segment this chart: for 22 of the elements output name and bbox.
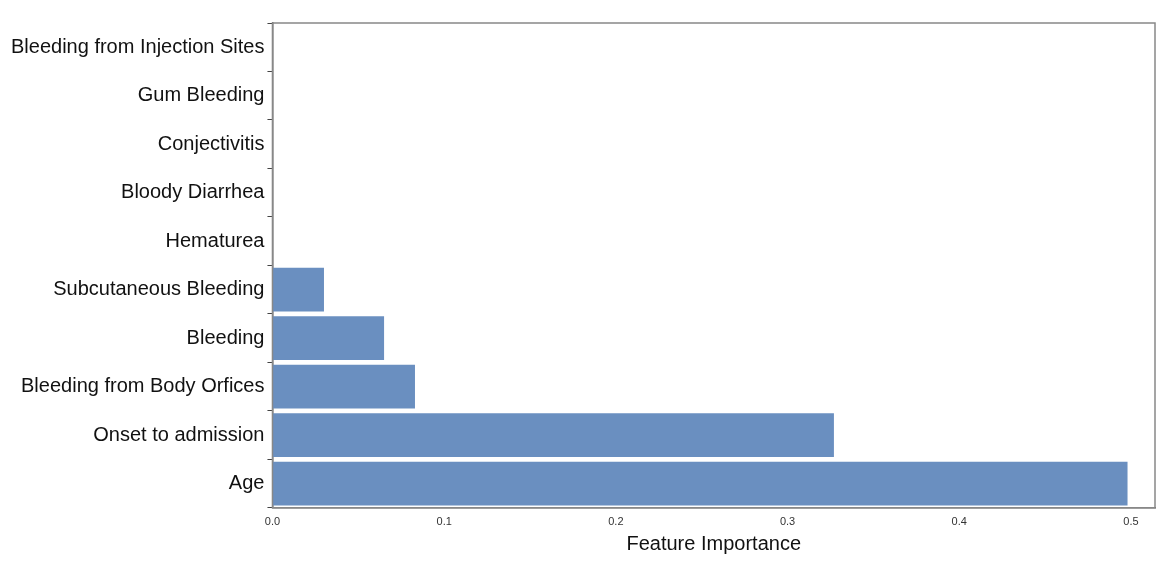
- y-tick-label: Bloody Diarrhea: [121, 180, 266, 203]
- bar: [272, 461, 1128, 506]
- y-tick-label: Age: [228, 471, 265, 494]
- x-tick-label: 0.3: [779, 515, 796, 528]
- bar: [272, 364, 415, 409]
- x-tick-label: 0.0: [264, 515, 281, 528]
- bar: [272, 413, 834, 457]
- bar: [272, 267, 324, 312]
- x-tick-label: 0.1: [436, 515, 452, 528]
- y-tick-label: Bleeding from Injection Sites: [11, 34, 265, 57]
- x-tick-label: 0.2: [608, 515, 624, 528]
- y-tick-label: Conjectivitis: [157, 131, 265, 154]
- y-tick-label: Onset to admission: [93, 422, 265, 445]
- y-tick-label: Hematurea: [165, 228, 266, 251]
- x-tick-label: 0.4: [951, 515, 967, 528]
- y-tick-label: Gum Bleeding: [137, 83, 265, 106]
- bar: [272, 316, 385, 360]
- x-tick-label: 0.5: [1123, 515, 1139, 528]
- y-tick-label: Subcutaneous Bleeding: [53, 277, 265, 300]
- y-tick-label: Bleeding: [186, 325, 265, 348]
- x-axis-title: Feature Importance: [626, 531, 801, 554]
- y-tick-label: Bleeding from Body Orfices: [21, 374, 265, 397]
